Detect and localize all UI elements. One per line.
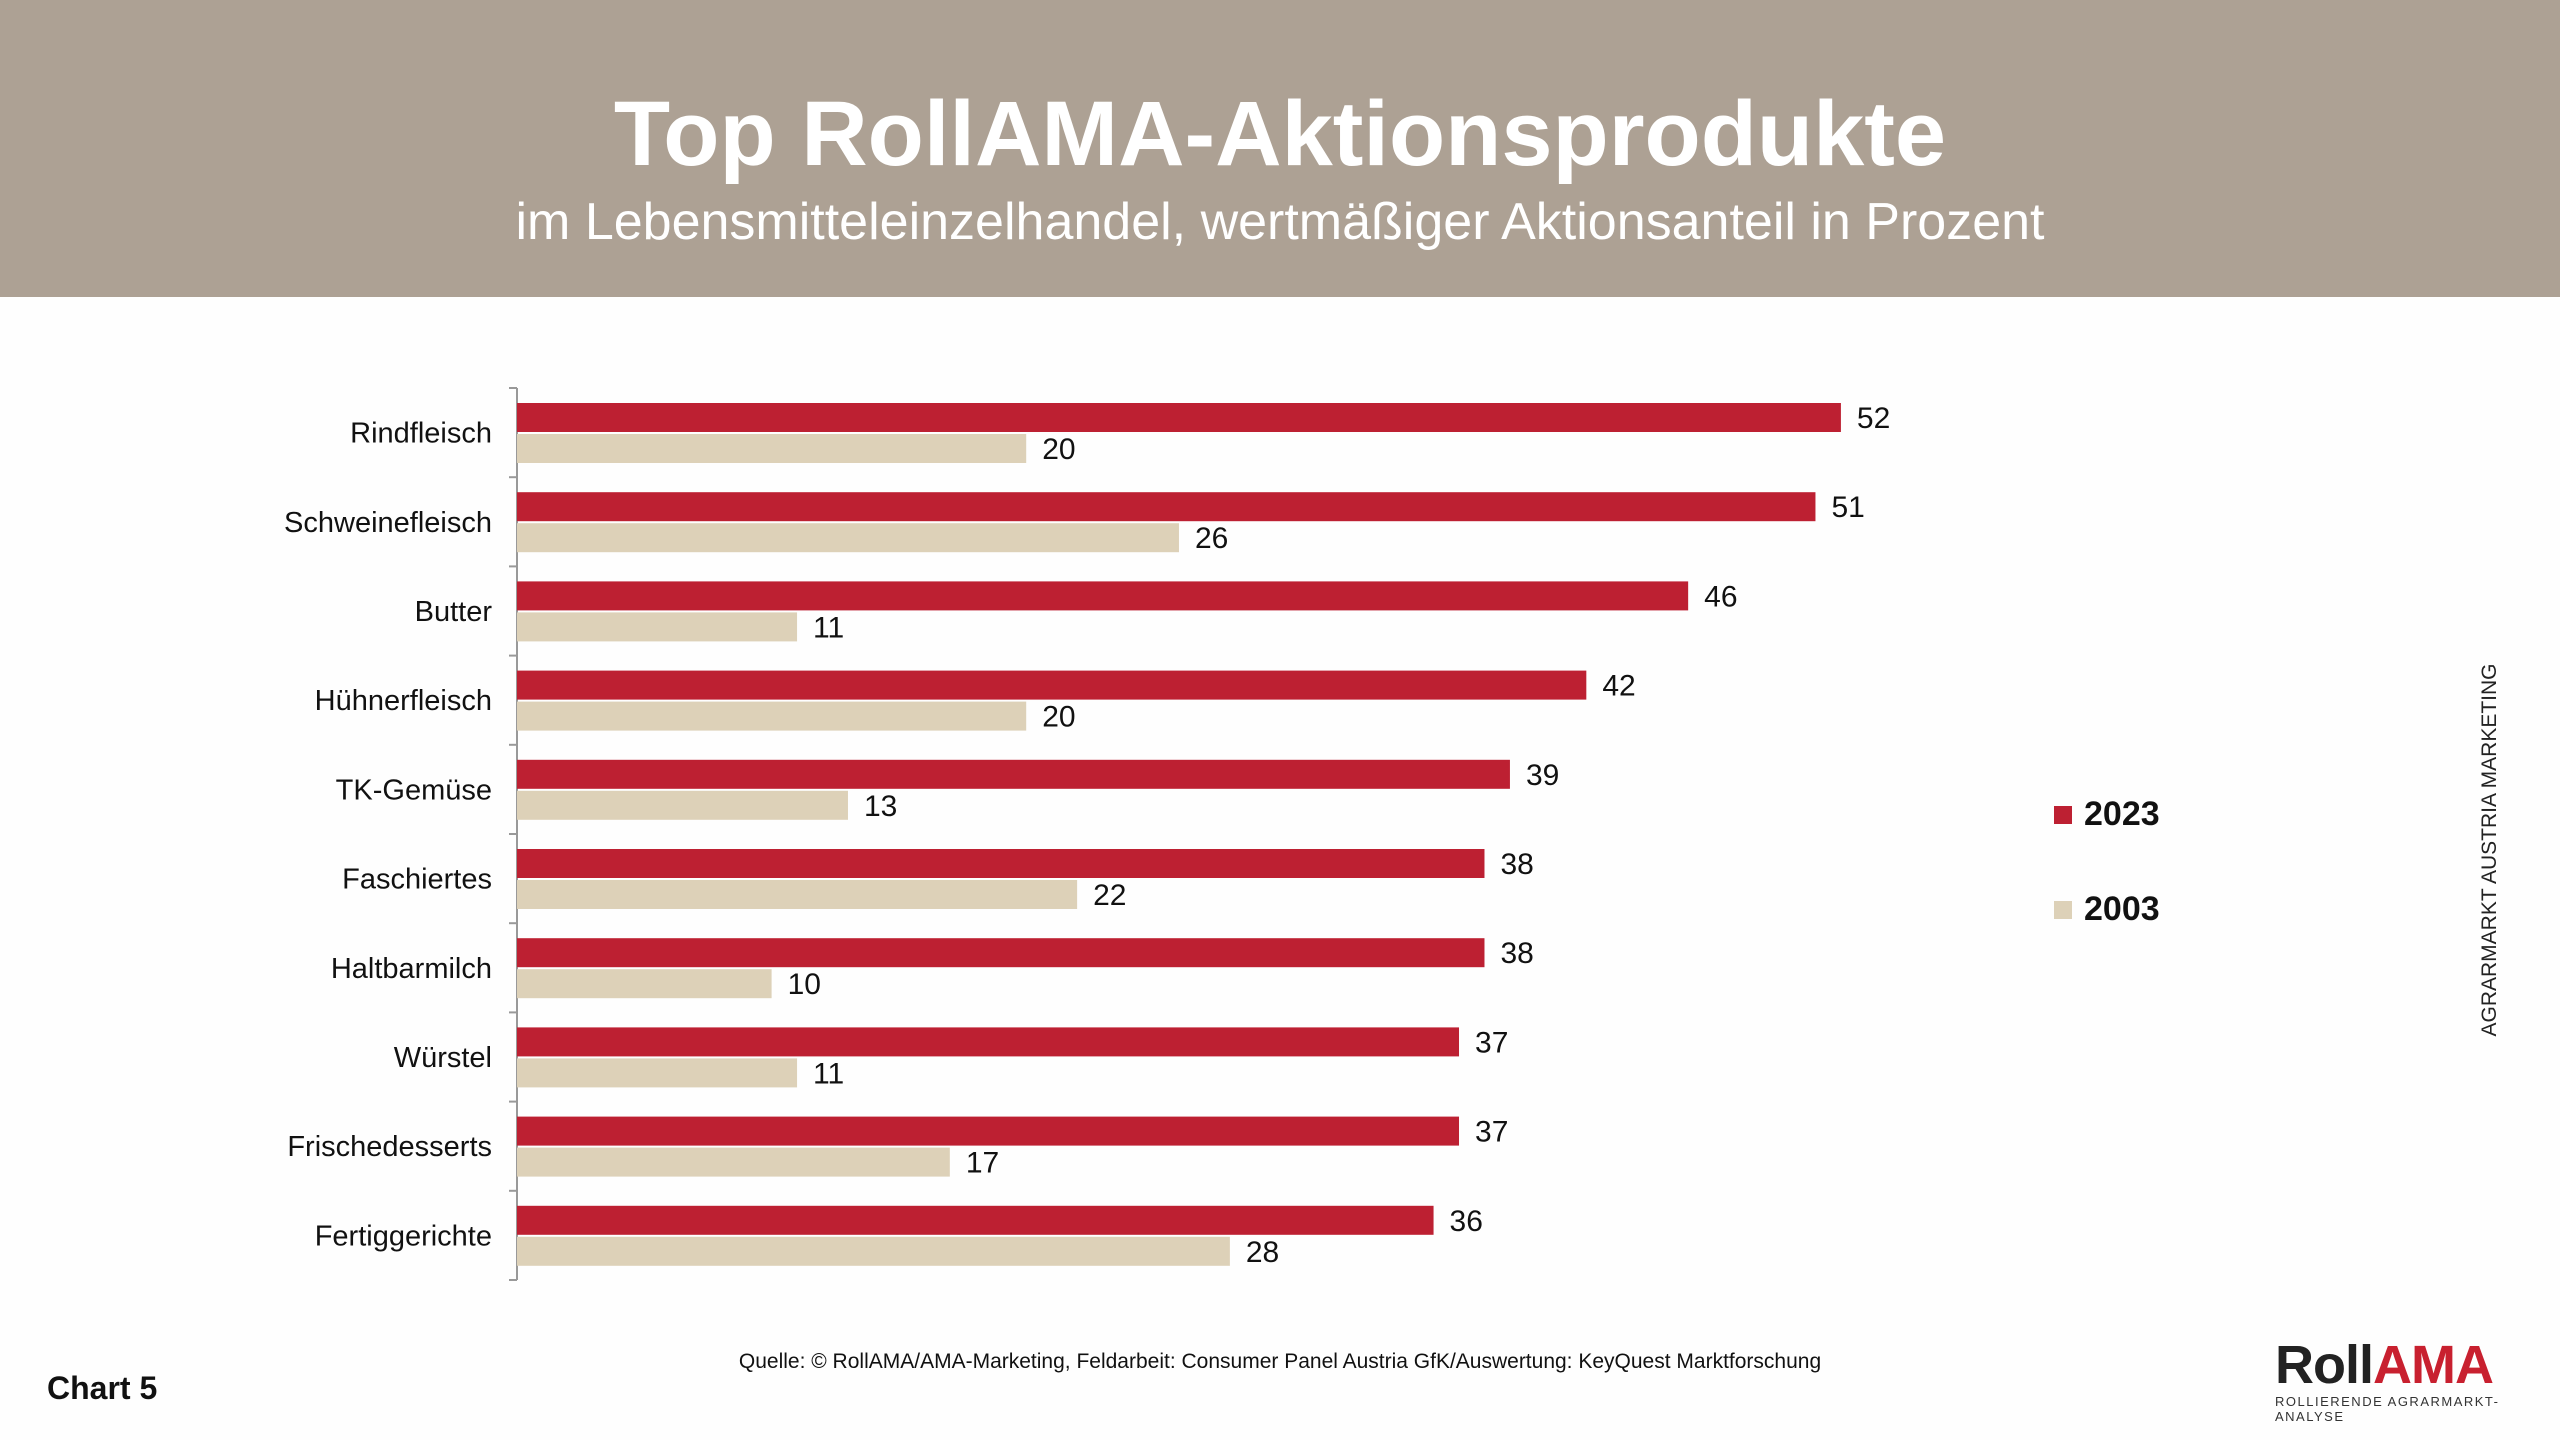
data-label-2003: 10 bbox=[788, 968, 821, 1001]
page-title: Top RollAMA-Aktionsprodukte bbox=[613, 83, 1947, 185]
category-label: Fertiggerichte bbox=[315, 1220, 492, 1252]
data-label-2023: 37 bbox=[1475, 1116, 1508, 1149]
logo-part2: AMA bbox=[2373, 1335, 2494, 1395]
data-label-2003: 11 bbox=[813, 611, 844, 644]
data-label-2003: 20 bbox=[1042, 701, 1075, 734]
bar-2023 bbox=[517, 1027, 1460, 1057]
data-label-2003: 22 bbox=[1093, 879, 1126, 912]
bar-2023 bbox=[517, 849, 1485, 878]
bar-2003 bbox=[517, 969, 772, 999]
bar-2023 bbox=[517, 492, 1816, 522]
header-banner: Top RollAMA-Aktionsprodukte im Lebensmit… bbox=[0, 0, 2560, 297]
bar-2023 bbox=[517, 759, 1510, 789]
category-label: Hühnerfleisch bbox=[315, 685, 492, 717]
logo-tagline: ROLLIERENDE AGRARMARKT-ANALYSE bbox=[2275, 1394, 2500, 1424]
data-label-2003: 17 bbox=[966, 1147, 999, 1180]
bar-2023 bbox=[517, 1205, 1434, 1235]
page-subtitle: im Lebensmitteleinzelhandel, wertmäßiger… bbox=[515, 193, 2045, 251]
legend-swatch bbox=[2054, 805, 2072, 824]
category-label: Butter bbox=[415, 596, 493, 628]
data-label-2003: 11 bbox=[813, 1057, 844, 1090]
category-label: Rindfleisch bbox=[350, 418, 492, 450]
bar-2003 bbox=[517, 790, 848, 820]
category-label: Faschiertes bbox=[342, 864, 492, 896]
data-label-2023: 37 bbox=[1475, 1026, 1508, 1059]
data-label-2023: 38 bbox=[1500, 937, 1533, 970]
data-label-2023: 39 bbox=[1526, 759, 1559, 792]
bar-2023 bbox=[517, 581, 1689, 611]
data-label-2003: 28 bbox=[1246, 1236, 1279, 1269]
bar-2023 bbox=[517, 938, 1485, 968]
data-label-2023: 46 bbox=[1704, 580, 1737, 613]
bar-2003 bbox=[517, 1147, 950, 1177]
bar-2003 bbox=[517, 523, 1179, 553]
data-label-2023: 52 bbox=[1857, 402, 1890, 435]
logo-part1: Roll bbox=[2275, 1335, 2374, 1395]
category-label: Frischedesserts bbox=[287, 1131, 492, 1163]
source-note: Quelle: © RollAMA/AMA-Marketing, Feldarb… bbox=[738, 1350, 1822, 1373]
bar-2003 bbox=[517, 701, 1027, 731]
data-label-2023: 51 bbox=[1831, 491, 1864, 524]
category-label: TK-Gemüse bbox=[336, 774, 492, 806]
data-label-2003: 20 bbox=[1042, 433, 1075, 466]
data-label-2023: 36 bbox=[1450, 1205, 1483, 1238]
legend-label: 2003 bbox=[2084, 890, 2160, 928]
category-label: Schweinefleisch bbox=[284, 507, 492, 539]
legend-item-2003: 2003 bbox=[2054, 890, 2160, 929]
legend-item-2023: 2023 bbox=[2054, 795, 2160, 834]
rollama-logo: RollAMA ROLLIERENDE AGRARMARKT-ANALYSE bbox=[2275, 1338, 2560, 1424]
bar-2003 bbox=[517, 1058, 798, 1088]
category-label: Würstel bbox=[394, 1042, 492, 1074]
bar-2003 bbox=[517, 880, 1078, 909]
side-text: AGRARMARKT AUSTRIA MARKETING bbox=[2478, 663, 2501, 1037]
data-label-2023: 42 bbox=[1602, 670, 1635, 703]
data-label-2023: 38 bbox=[1500, 848, 1533, 881]
legend-swatch bbox=[2054, 900, 2072, 919]
data-label-2003: 13 bbox=[864, 790, 897, 823]
bar-2023 bbox=[517, 403, 1841, 432]
bar-2003 bbox=[517, 434, 1027, 463]
bar-2023 bbox=[517, 670, 1587, 700]
chart-number: Chart 5 bbox=[47, 1370, 158, 1406]
category-label: Haltbarmilch bbox=[331, 953, 492, 985]
data-label-2003: 26 bbox=[1195, 522, 1228, 555]
legend-label: 2023 bbox=[2084, 795, 2160, 833]
bar-2003 bbox=[517, 612, 798, 642]
bar-2023 bbox=[517, 1116, 1460, 1146]
bar-2003 bbox=[517, 1236, 1230, 1266]
